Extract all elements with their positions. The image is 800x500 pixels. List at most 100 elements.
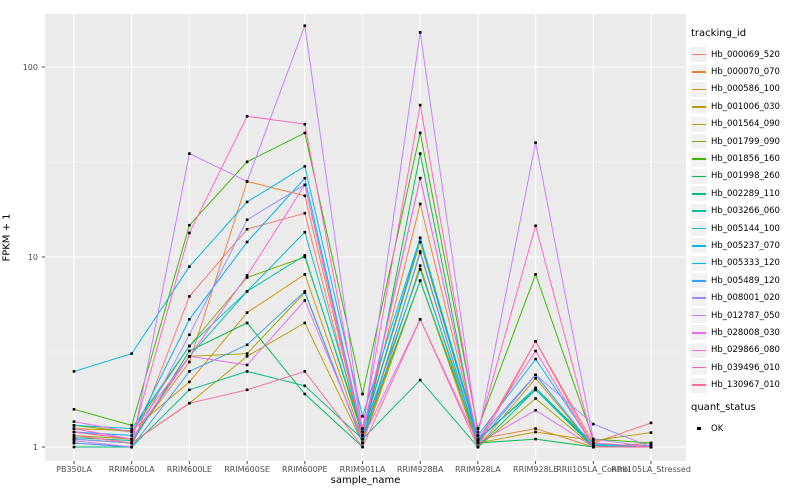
legend-item-label: Hb_000070_070 bbox=[711, 67, 780, 78]
data-point bbox=[534, 388, 537, 392]
legend-line-swatch-icon bbox=[692, 106, 706, 108]
legend-item: Hb_130967_010 bbox=[691, 376, 780, 393]
legend-item-label: Hb_005489_120 bbox=[711, 275, 780, 286]
data-point bbox=[534, 141, 537, 144]
legend-key bbox=[691, 290, 707, 306]
x-axis-tick-label: RRIM600SE bbox=[224, 465, 270, 474]
legend-item: Hb_001998_260 bbox=[691, 168, 780, 185]
data-point bbox=[303, 321, 307, 325]
data-point bbox=[72, 427, 76, 430]
legend-line-swatch-icon bbox=[692, 210, 706, 212]
data-point bbox=[72, 436, 76, 439]
legend-line-swatch-icon bbox=[692, 71, 706, 73]
data-point bbox=[592, 443, 595, 446]
legend-key bbox=[691, 116, 707, 132]
legend-item-label: Hb_029866_080 bbox=[711, 345, 780, 356]
data-point bbox=[245, 115, 249, 118]
data-point bbox=[188, 231, 191, 235]
legend-tracking-id: tracking_id Hb_000069_520 Hb_000070_070 Hb… bbox=[691, 28, 780, 394]
data-point bbox=[534, 349, 537, 353]
legend-items: Hb_000069_520 Hb_000070_070 Hb_000586_100 H… bbox=[691, 46, 780, 394]
legend-item: Hb_005489_120 bbox=[691, 272, 780, 289]
legend-key bbox=[691, 377, 707, 393]
data-point bbox=[534, 386, 537, 390]
data-point bbox=[592, 439, 595, 442]
data-point bbox=[361, 437, 364, 441]
quant-status-label: OK bbox=[711, 423, 724, 434]
data-point bbox=[188, 318, 191, 321]
legend-key bbox=[691, 308, 707, 324]
legend-item-label: Hb_000586_100 bbox=[711, 84, 780, 95]
data-point bbox=[418, 131, 422, 135]
data-point bbox=[303, 273, 307, 276]
data-point bbox=[361, 430, 364, 434]
legend-item: Hb_008001_020 bbox=[691, 289, 780, 306]
legend-key bbox=[691, 64, 707, 80]
data-point bbox=[303, 211, 307, 215]
x-axis-tick-label: RRIM928LA bbox=[455, 465, 501, 474]
data-point bbox=[476, 437, 480, 441]
data-point bbox=[418, 236, 422, 240]
data-point bbox=[72, 370, 76, 373]
data-point bbox=[303, 194, 307, 198]
y-axis-tick-label: 10 bbox=[27, 252, 38, 262]
legend-item: Hb_002289_110 bbox=[691, 185, 780, 202]
data-point bbox=[592, 437, 595, 441]
legend-item: Hb_005144_100 bbox=[691, 220, 780, 237]
legend-key bbox=[691, 99, 707, 115]
quant-status-legend-title: quant_status bbox=[691, 402, 756, 413]
data-point bbox=[534, 437, 537, 441]
data-point bbox=[303, 392, 307, 396]
data-point bbox=[418, 264, 422, 267]
data-point bbox=[361, 445, 364, 449]
data-point bbox=[303, 131, 307, 135]
data-point bbox=[649, 421, 653, 425]
data-point bbox=[649, 445, 653, 449]
data-point bbox=[476, 434, 480, 437]
legend-item-label: Hb_008001_020 bbox=[711, 293, 780, 304]
legend-item: Hb_000069_520 bbox=[691, 46, 780, 63]
data-point bbox=[592, 422, 595, 426]
data-point bbox=[476, 439, 480, 442]
data-point bbox=[592, 441, 595, 445]
quant-status-key bbox=[691, 421, 707, 436]
data-point bbox=[303, 183, 307, 187]
x-axis-tick-label: RRIM600LE bbox=[166, 465, 212, 474]
legend-line-swatch-icon bbox=[692, 280, 706, 282]
data-point bbox=[303, 384, 307, 388]
data-point bbox=[418, 152, 422, 155]
data-point bbox=[245, 311, 249, 314]
data-point bbox=[534, 357, 537, 361]
data-point bbox=[418, 378, 422, 382]
data-point bbox=[534, 224, 537, 228]
panel-background bbox=[45, 14, 686, 461]
legend-line-swatch-icon bbox=[692, 349, 706, 352]
data-point bbox=[418, 250, 422, 253]
data-point bbox=[245, 343, 249, 347]
data-point bbox=[72, 430, 76, 434]
legend-line-swatch-icon bbox=[692, 53, 706, 56]
data-point bbox=[418, 318, 422, 321]
x-axis-tick-label: PB350LA bbox=[56, 465, 92, 474]
data-point bbox=[130, 439, 133, 442]
data-point bbox=[245, 180, 249, 183]
data-point bbox=[361, 415, 364, 418]
data-point bbox=[303, 254, 307, 257]
data-point bbox=[303, 165, 307, 168]
data-point bbox=[130, 429, 133, 432]
legend-key bbox=[691, 47, 707, 63]
legend-item-label: Hb_001856_160 bbox=[711, 154, 780, 165]
legend-key bbox=[691, 221, 707, 237]
data-point bbox=[72, 420, 76, 423]
legend-key bbox=[691, 255, 707, 271]
legend-item: Hb_001799_090 bbox=[691, 133, 780, 150]
legend-line-swatch-icon bbox=[692, 175, 706, 178]
legend-line-swatch-icon bbox=[692, 297, 706, 299]
data-point bbox=[130, 430, 133, 434]
legend-key bbox=[691, 134, 707, 150]
data-point bbox=[303, 176, 307, 180]
legend-item: Hb_005237_070 bbox=[691, 237, 780, 254]
data-point bbox=[245, 218, 249, 222]
